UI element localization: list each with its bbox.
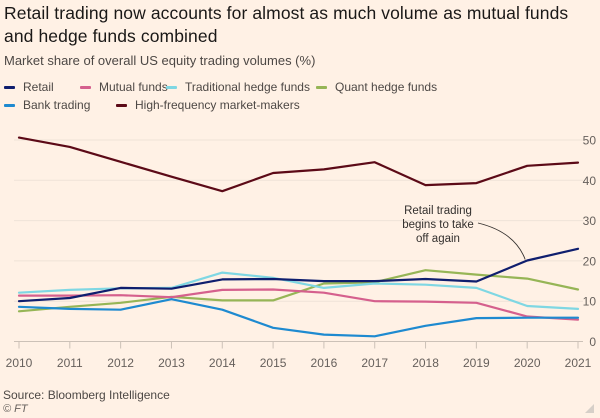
legend-item-quant-hedge-funds[interactable]: Quant hedge funds — [316, 80, 437, 94]
legend-item-mutual-funds[interactable]: Mutual funds — [80, 80, 168, 94]
y-tick-label: 20 — [583, 254, 597, 268]
legend-label: Retail — [23, 80, 54, 94]
legend-item-bank-trading[interactable]: Bank trading — [4, 98, 90, 112]
legend-swatch-mutual-funds — [80, 85, 91, 89]
x-tick-label: 2018 — [412, 356, 439, 370]
x-axis: 2010 2011 2012 2013 2014 2015 2016 2017 2018 2019… — [6, 341, 592, 370]
x-tick-label: 2020 — [514, 356, 541, 370]
y-tick-label: 40 — [583, 174, 597, 188]
x-tick-label: 2015 — [260, 356, 287, 370]
x-tick-label: 2017 — [361, 356, 388, 370]
legend-label: Quant hedge funds — [335, 80, 438, 94]
series-line-high-frequency-market-makers — [17, 136, 580, 193]
gridlines — [14, 139, 583, 342]
annotation-text: Retail trading — [404, 205, 472, 217]
x-tick-label: 2011 — [57, 356, 83, 370]
y-tick-label: 0 — [589, 335, 596, 349]
annotation-text: off again — [416, 233, 460, 245]
legend-swatch-traditional-hedge-funds — [166, 85, 177, 89]
x-tick-label: 2013 — [158, 356, 185, 370]
legend-label: High-frequency market-makers — [135, 98, 300, 112]
source-note: Source: Bloomberg Intelligence — [3, 388, 170, 402]
y-axis: 0 10 20 30 40 50 — [583, 134, 597, 350]
series-line-mutual-funds — [17, 288, 580, 321]
legend-item-traditional-hedge-funds[interactable]: Traditional hedge funds — [166, 80, 310, 94]
legend-label: Mutual funds — [99, 80, 168, 94]
legend-label: Bank trading — [23, 98, 91, 112]
annotation-text: begins to take — [402, 219, 474, 231]
chart-subtitle: Market share of overall US equity tradin… — [4, 53, 316, 68]
legend-swatch-bank-trading — [4, 103, 15, 107]
chart-title: Retail trading now accounts for almost a… — [4, 3, 569, 46]
x-tick-label: 2021 — [565, 356, 592, 370]
x-tick-label: 2012 — [107, 356, 134, 370]
y-tick-label: 30 — [583, 214, 597, 228]
legend-swatch-retail — [4, 85, 15, 89]
x-tick-label: 2014 — [209, 356, 236, 370]
legend-item-retail[interactable]: Retail — [4, 80, 54, 94]
legend-label: Traditional hedge funds — [185, 80, 310, 94]
x-tick-label: 2010 — [6, 356, 33, 370]
x-tick-label: 2016 — [311, 356, 338, 370]
series-lines — [17, 136, 580, 338]
y-tick-label: 10 — [583, 295, 597, 309]
copyright: © FT — [3, 403, 28, 415]
annotation: Retail trading begins to take off again — [402, 205, 526, 260]
legend-swatch-high-frequency-market-makers — [116, 103, 127, 107]
series-line-bank-trading — [17, 298, 580, 338]
annotation-leader-line — [477, 222, 526, 260]
legend-item-high-frequency-market-makers[interactable]: High-frequency market-makers — [116, 98, 300, 112]
resize-grip-icon[interactable] — [585, 404, 594, 413]
x-tick-label: 2019 — [463, 356, 490, 370]
y-tick-label: 50 — [583, 134, 597, 148]
series-line-retail — [17, 247, 580, 303]
legend-swatch-quant-hedge-funds — [316, 85, 327, 89]
